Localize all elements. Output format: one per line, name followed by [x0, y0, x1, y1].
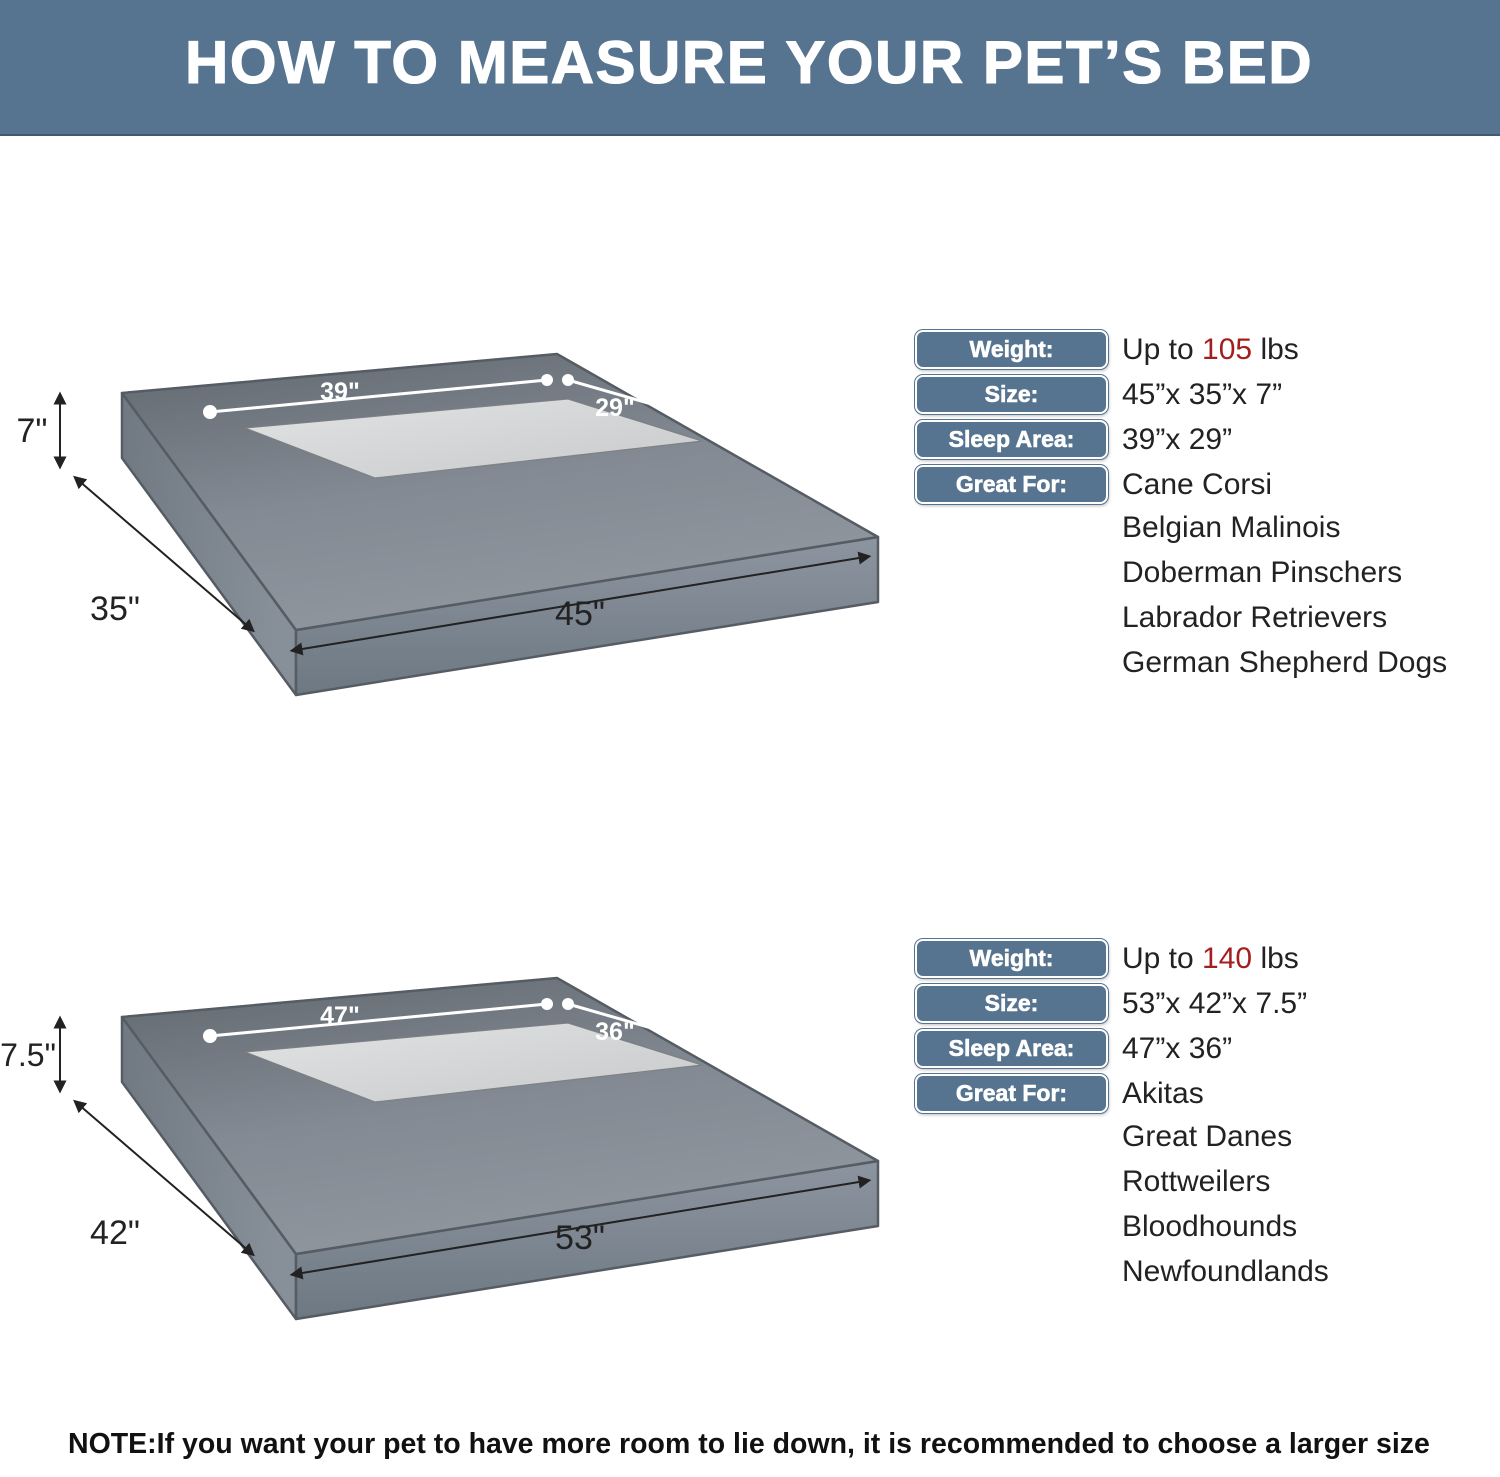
svg-text:35": 35": [90, 590, 140, 628]
svg-text:45": 45": [555, 595, 605, 633]
svg-text:29": 29": [595, 394, 635, 422]
svg-text:7": 7": [17, 412, 48, 450]
svg-text:39": 39": [320, 378, 360, 406]
svg-text:42": 42": [90, 1214, 140, 1252]
svg-text:36": 36": [595, 1018, 635, 1046]
svg-text:47": 47": [320, 1002, 360, 1030]
svg-text:7.5": 7.5": [0, 1037, 56, 1073]
svg-text:53": 53": [555, 1219, 605, 1257]
